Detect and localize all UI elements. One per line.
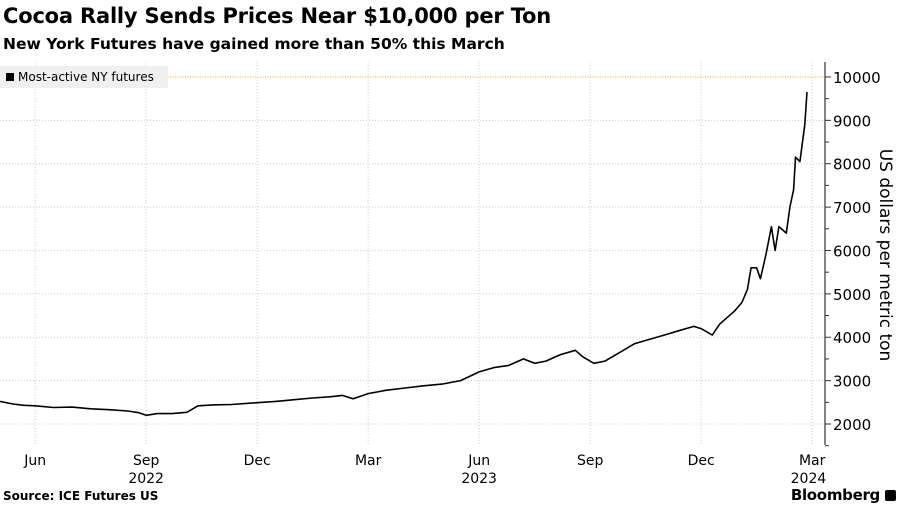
y-tick-label: 9000 — [833, 112, 871, 130]
source-note: Source: ICE Futures US — [3, 489, 159, 503]
bloomberg-icon — [885, 490, 896, 501]
chart-subtitle: New York Futures have gained more than 5… — [3, 35, 505, 53]
bloomberg-logo: Bloomberg — [790, 486, 880, 504]
y-tick-label: 5000 — [833, 286, 871, 304]
y-tick-label: 6000 — [833, 242, 871, 260]
y-tick-label: 8000 — [833, 156, 871, 174]
x-tick-label: Sep — [133, 453, 160, 469]
x-tick-label: Sep — [577, 453, 604, 469]
x-year-label: 2023 — [461, 471, 497, 487]
x-tick-label: Dec — [244, 453, 271, 469]
y-tick-label: 2000 — [833, 416, 871, 434]
y-tick-label: 7000 — [833, 199, 871, 217]
x-tick-label: Jun — [23, 453, 46, 469]
legend-box — [0, 66, 168, 88]
x-tick-label: Mar — [799, 453, 826, 469]
y-tick-label: 4000 — [833, 329, 871, 347]
legend-swatch — [6, 73, 14, 81]
y-tick-label: 10000 — [833, 69, 881, 87]
y-tick-label: 3000 — [833, 373, 871, 391]
series-line-most-active-ny-futures — [0, 92, 808, 417]
x-year-label: 2022 — [128, 471, 164, 487]
x-tick-label: Mar — [355, 453, 382, 469]
x-tick-label: Jun — [467, 453, 490, 469]
legend-label: Most-active NY futures — [18, 70, 154, 84]
x-tick-label: Dec — [688, 453, 715, 469]
x-year-label: 2024 — [791, 471, 827, 487]
chart-title: Cocoa Rally Sends Prices Near $10,000 pe… — [3, 4, 552, 28]
y-axis-title: US dollars per metric ton — [875, 149, 895, 362]
